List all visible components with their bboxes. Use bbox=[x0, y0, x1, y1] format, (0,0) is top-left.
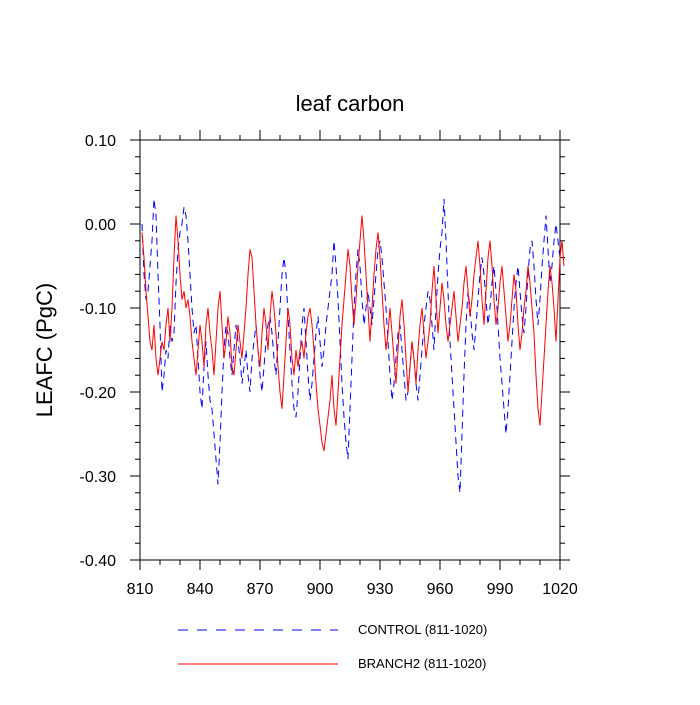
axis-ticks: 810 840 870 900 930 960 990 1020 0.10 0.00 -0.10 -0… bbox=[80, 130, 578, 598]
y-tick-label: -0.10 bbox=[80, 301, 117, 318]
y-tick-label: -0.20 bbox=[80, 385, 117, 402]
x-tick-label: 930 bbox=[367, 581, 394, 598]
y-tick-label: 0.10 bbox=[85, 133, 116, 150]
plot-frame bbox=[139, 139, 561, 561]
x-tick-label: 990 bbox=[487, 581, 514, 598]
y-tick-label: 0.00 bbox=[85, 217, 116, 234]
series-layer bbox=[141, 198, 565, 493]
y-tick-label: -0.40 bbox=[80, 553, 117, 570]
chart-title: leaf carbon bbox=[296, 91, 405, 116]
x-tick-label: 810 bbox=[127, 581, 154, 598]
legend-label-branch2: BRANCH2 (811-1020) bbox=[358, 656, 486, 671]
x-tick-label: 900 bbox=[307, 581, 334, 598]
x-tick-label: 840 bbox=[187, 581, 214, 598]
y-tick-label: -0.30 bbox=[80, 469, 117, 486]
series-line-control bbox=[141, 198, 561, 493]
series-line-branch2 bbox=[141, 215, 565, 451]
x-tick-label: 1020 bbox=[542, 581, 578, 598]
y-axis-label: LEAFC (PgC) bbox=[32, 283, 57, 417]
x-tick-label: 960 bbox=[427, 581, 454, 598]
legend-label-control: CONTROL (811-1020) bbox=[358, 622, 487, 637]
legend: CONTROL (811-1020) BRANCH2 (811-1020) bbox=[178, 622, 487, 671]
plot-area bbox=[139, 139, 561, 561]
x-tick-label: 870 bbox=[247, 581, 274, 598]
